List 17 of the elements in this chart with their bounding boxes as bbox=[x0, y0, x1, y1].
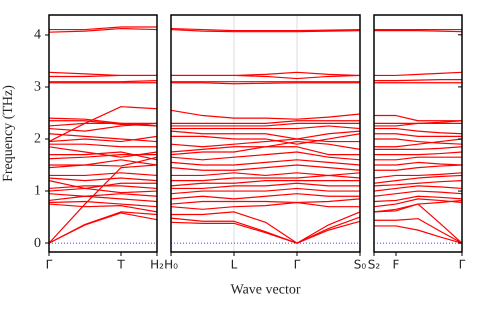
y-tick-label: 1 bbox=[34, 184, 41, 199]
x-tick-label: Γ bbox=[458, 257, 466, 272]
y-axis-title: Frequency (THz) bbox=[1, 84, 16, 182]
y-tick-label: 2 bbox=[34, 132, 41, 147]
y-tick-label: 0 bbox=[34, 236, 41, 251]
x-axis-title: Wave vector bbox=[230, 282, 301, 298]
x-tick-label: S₀ bbox=[354, 257, 366, 272]
x-tick-label: T bbox=[116, 257, 126, 272]
x-tick-label: H₂ bbox=[150, 257, 164, 272]
x-tick-label: F bbox=[392, 257, 400, 272]
x-tick-label: L bbox=[230, 257, 238, 272]
x-tick-label: S₂ bbox=[368, 257, 380, 272]
x-tick-label: Γ bbox=[46, 257, 53, 272]
y-tick-label: 4 bbox=[34, 27, 41, 42]
x-tick-label: H₀ bbox=[164, 257, 178, 272]
y-tick-label: 3 bbox=[34, 80, 41, 95]
x-tick-label: Γ bbox=[294, 257, 301, 272]
